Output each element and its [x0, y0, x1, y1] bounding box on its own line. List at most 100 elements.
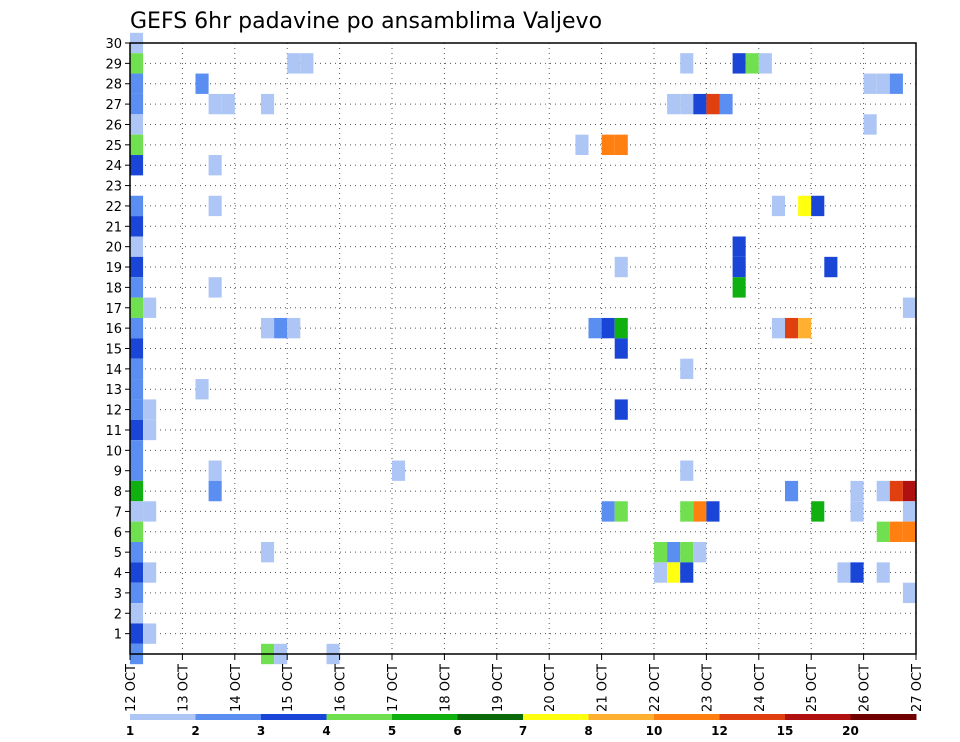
precip-cell: [143, 501, 157, 522]
precip-cell: [680, 53, 694, 74]
y-tick-label: 16: [105, 322, 122, 337]
precip-cell: [208, 155, 222, 176]
precip-cell: [261, 317, 275, 339]
precip-cell: [706, 501, 720, 522]
precip-cell: [130, 277, 144, 298]
colorbar-swatch: [457, 714, 524, 720]
precip-cell: [811, 195, 825, 217]
precip-cell: [130, 73, 144, 94]
precip-cell: [208, 460, 222, 481]
y-tick-label: 23: [105, 180, 122, 195]
x-tick-label: 15 OCT: [281, 664, 296, 712]
y-tick-label: 9: [114, 465, 122, 480]
precip-cell: [614, 399, 628, 420]
precip-cell: [130, 317, 144, 339]
precip-cell: [143, 399, 157, 420]
y-tick-label: 21: [105, 220, 122, 235]
x-tick-label: 17 OCT: [386, 664, 401, 712]
x-tick-label: 26 OCT: [858, 664, 873, 712]
precip-cell: [902, 582, 916, 604]
precip-cell: [902, 480, 916, 502]
y-tick-label: 17: [105, 302, 122, 317]
precip-cell: [130, 155, 144, 176]
colorbar-label: 20: [842, 724, 859, 738]
precip-cell: [902, 297, 916, 318]
precip-cell: [680, 93, 694, 115]
precip-cell: [654, 541, 668, 563]
y-tick-label: 24: [105, 159, 122, 174]
precip-cell: [130, 541, 144, 563]
precip-cell: [130, 338, 144, 359]
y-tick-label: 14: [105, 363, 122, 378]
precip-cell: [667, 93, 681, 115]
precip-cell: [130, 480, 144, 502]
y-tick-label: 27: [105, 98, 122, 113]
x-tick-label: 25 OCT: [805, 664, 820, 712]
precip-cell: [221, 93, 235, 115]
y-axis: 1234567891011121314151617181920212223242…: [105, 37, 130, 643]
precip-cell: [130, 623, 144, 644]
precip-cell: [837, 562, 851, 583]
precip-cell: [208, 480, 222, 502]
y-tick-label: 1: [114, 628, 122, 643]
y-tick-label: 13: [105, 383, 122, 398]
precip-cell: [680, 562, 694, 583]
precip-cell: [771, 317, 785, 339]
colorbar-label: 8: [584, 724, 592, 738]
precip-cell: [130, 440, 144, 461]
y-tick-label: 15: [105, 343, 122, 358]
precip-cell: [392, 460, 406, 481]
precip-cell: [130, 399, 144, 420]
precip-cell: [693, 93, 707, 115]
x-tick-label: 13 OCT: [176, 664, 191, 712]
y-tick-label: 20: [105, 241, 122, 256]
y-tick-label: 6: [114, 526, 122, 541]
precip-cell: [785, 317, 799, 339]
precip-cell: [771, 195, 785, 217]
precip-cell: [719, 93, 733, 115]
precip-cell: [208, 195, 222, 217]
x-tick-label: 20 OCT: [543, 664, 558, 712]
precip-cell: [680, 460, 694, 481]
y-tick-label: 4: [114, 567, 122, 582]
colorbar-label: 10: [646, 724, 663, 738]
precip-cell: [300, 53, 314, 74]
precip-cell: [130, 134, 144, 156]
colorbar-swatch: [785, 714, 851, 720]
precip-cell: [143, 562, 157, 583]
precip-cell: [143, 419, 157, 441]
precip-cell: [130, 419, 144, 441]
precip-cell: [130, 358, 144, 380]
precip-cell: [601, 317, 615, 339]
grid-lines: [130, 43, 916, 654]
colorbar-swatch: [850, 714, 917, 720]
precip-cell: [889, 521, 903, 542]
precip-cell: [195, 379, 209, 400]
x-tick-label: 23 OCT: [700, 664, 715, 712]
precip-cell: [208, 93, 222, 115]
plot-frame: [129, 42, 917, 655]
precip-cell: [130, 53, 144, 74]
precip-cell: [876, 521, 890, 542]
precip-cell: [261, 541, 275, 563]
precip-cell: [130, 216, 144, 237]
precip-cell: [130, 297, 144, 318]
precip-cell: [732, 256, 746, 278]
y-tick-label: 5: [114, 546, 122, 561]
precip-cell: [680, 501, 694, 522]
precip-cell: [758, 53, 772, 74]
colorbar-swatch: [326, 714, 393, 720]
x-tick-label: 18 OCT: [438, 664, 453, 712]
precip-cell: [745, 53, 759, 74]
x-tick-label: 24 OCT: [753, 664, 768, 712]
precip-cell: [680, 358, 694, 380]
precip-cell: [614, 134, 628, 156]
y-tick-label: 2: [114, 607, 122, 622]
colorbar-swatch: [195, 714, 262, 720]
precip-cell: [287, 53, 301, 74]
precip-cell: [130, 236, 144, 257]
precip-cell: [693, 541, 707, 563]
precip-cell: [614, 338, 628, 359]
precip-cell: [863, 73, 877, 94]
